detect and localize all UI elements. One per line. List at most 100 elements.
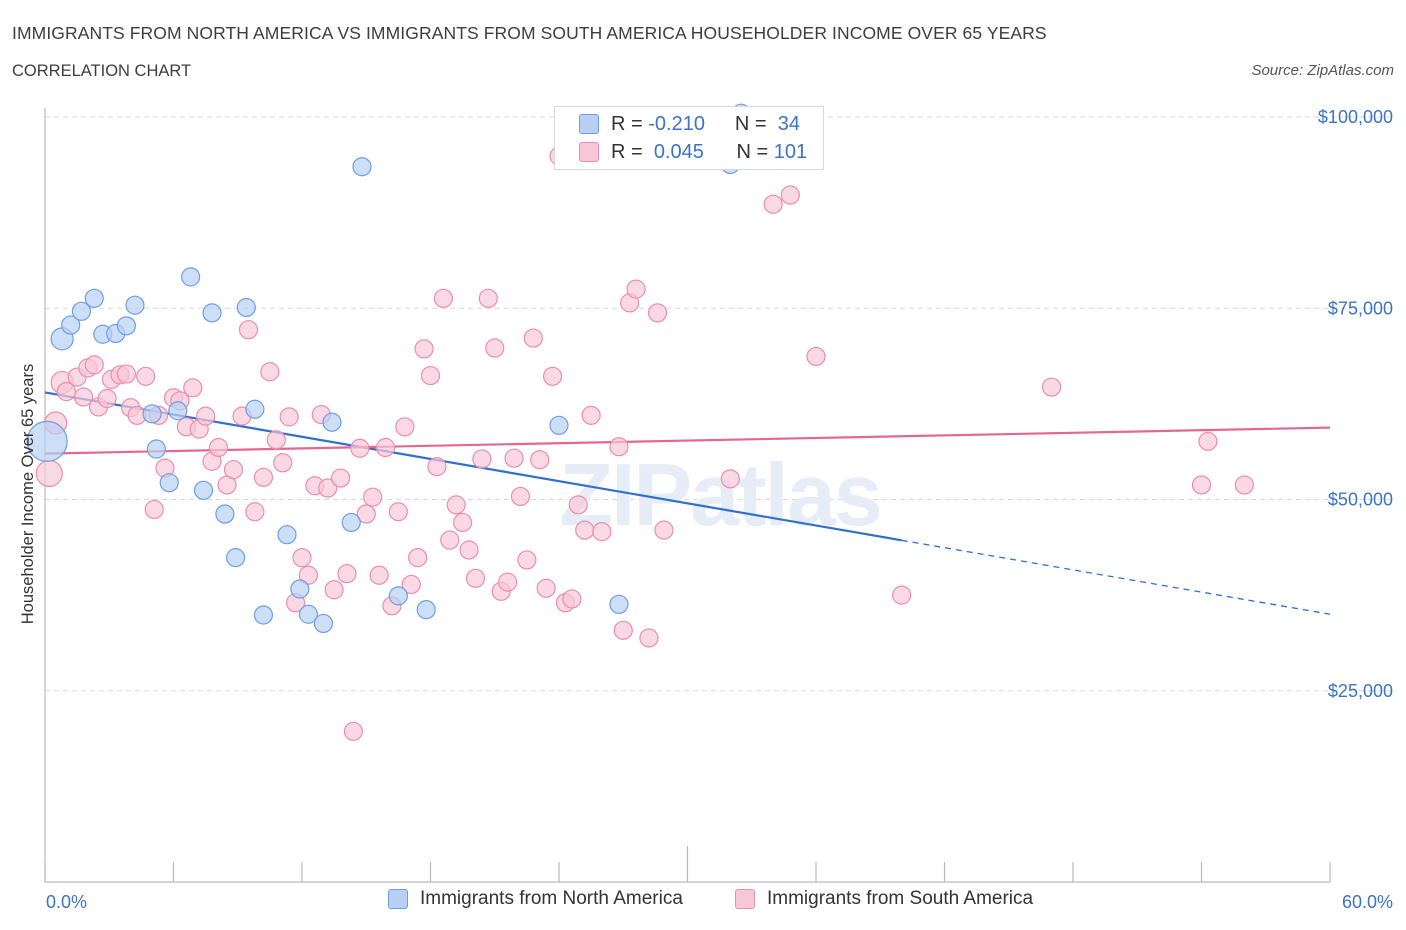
point-south-america (892, 585, 912, 605)
point-south-america (806, 346, 826, 367)
point-south-america (196, 406, 216, 426)
x-tick-label: 60.0% (1342, 892, 1393, 912)
chart-subtitle: CORRELATION CHART (12, 62, 192, 80)
point-south-america (273, 453, 293, 473)
point-south-america (253, 467, 274, 487)
point-south-america (523, 328, 543, 348)
series-north-america (26, 103, 751, 634)
point-south-america (363, 487, 383, 507)
point-south-america (292, 548, 312, 568)
point-north-america (609, 594, 629, 614)
point-north-america (61, 315, 81, 335)
point-north-america (215, 504, 235, 524)
y-tick-label: $75,000 (1328, 298, 1393, 318)
legend-row-south-america: R = 0.045 N = 101 (579, 139, 807, 165)
point-north-america (277, 525, 297, 545)
y-axis-label: Householder Income Over 65 years (19, 364, 37, 624)
legend-swatch-blue (579, 114, 599, 134)
n-value: 34 (777, 112, 800, 135)
point-south-america (245, 502, 265, 522)
point-south-america (453, 512, 473, 533)
point-south-america (330, 468, 351, 488)
point-south-america (517, 550, 537, 570)
point-south-america (356, 504, 376, 524)
r-label: R = (611, 140, 643, 163)
r-label: R = (611, 112, 643, 135)
point-south-america (388, 502, 408, 522)
x-tick-labels: 0.0% 60.0% (46, 892, 1393, 912)
point-south-america (318, 478, 338, 498)
point-north-america (71, 301, 92, 321)
series-legend: Immigrants from North America Immigrants… (0, 888, 1406, 916)
point-south-america (639, 628, 659, 648)
point-north-america (202, 303, 222, 323)
point-south-america (498, 572, 518, 592)
point-north-america (236, 297, 256, 318)
point-south-america (440, 530, 460, 550)
point-south-america (97, 388, 117, 409)
point-north-america (226, 548, 246, 568)
point-south-america (609, 437, 629, 457)
point-south-america (562, 589, 582, 609)
point-north-america (341, 512, 361, 533)
point-south-america (408, 548, 428, 568)
point-south-america (144, 499, 164, 520)
axes (44, 108, 1331, 883)
point-north-america (313, 613, 334, 634)
point-south-america (279, 407, 299, 427)
point-south-america (654, 520, 674, 540)
point-north-america (245, 399, 265, 419)
point-south-america (485, 338, 505, 358)
r-value: -0.210 (648, 112, 705, 135)
point-south-america (208, 437, 229, 458)
point-north-america (142, 404, 162, 424)
legend-item-north-america[interactable]: Immigrants from North America (388, 888, 683, 910)
legend-item-south-america[interactable]: Immigrants from South America (735, 888, 1033, 910)
point-south-america (266, 430, 286, 450)
point-south-america (73, 387, 94, 407)
point-north-america (253, 605, 274, 625)
point-south-america (465, 568, 486, 588)
point-north-america (159, 473, 179, 493)
point-south-america (575, 520, 595, 540)
point-north-america (352, 157, 372, 177)
y-tick-labels: $25,000 $50,000 $75,000 $100,000 (1318, 107, 1393, 701)
point-south-america (84, 355, 104, 375)
point-south-america (626, 279, 646, 299)
point-north-america (549, 415, 569, 435)
point-south-america (337, 564, 357, 584)
point-south-america (324, 580, 344, 600)
point-south-america (472, 449, 492, 469)
point-south-america (446, 495, 466, 515)
point-south-america (116, 364, 136, 384)
point-south-america (395, 417, 415, 437)
point-south-america (581, 405, 601, 425)
point-north-america (84, 288, 104, 308)
point-south-america (375, 437, 396, 458)
point-north-america (322, 412, 342, 432)
point-south-america (647, 303, 668, 323)
point-south-america (260, 362, 280, 382)
point-south-america (459, 540, 479, 560)
point-south-america (350, 438, 370, 458)
point-south-america (420, 365, 441, 386)
point-south-america (613, 620, 633, 640)
series-south-america (35, 146, 1254, 741)
x-tick-label: 0.0% (46, 892, 87, 912)
point-south-america (510, 486, 531, 507)
point-south-america (504, 448, 524, 468)
point-south-america (568, 495, 588, 515)
point-south-america (530, 450, 550, 470)
point-south-america (427, 457, 447, 477)
point-north-america (290, 579, 310, 599)
point-south-america (35, 459, 63, 488)
point-south-america (238, 320, 259, 340)
y-tick-label: $100,000 (1318, 107, 1393, 127)
point-south-america (478, 288, 498, 308)
point-south-america (1191, 475, 1212, 495)
trendline-south-america (44, 426, 1331, 455)
point-south-america (401, 574, 421, 595)
trendlines (44, 391, 1331, 615)
point-north-america (416, 600, 436, 620)
